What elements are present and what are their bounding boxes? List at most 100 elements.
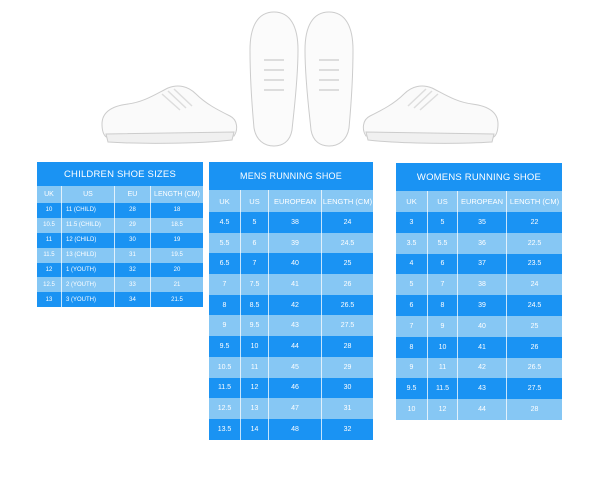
table-cell: 7 — [396, 315, 428, 337]
top-view-shoe-left — [249, 11, 299, 147]
table-cell: 5.5 — [428, 232, 458, 254]
column-header: US — [428, 191, 458, 212]
table-cell: 7 — [428, 274, 458, 296]
table-cell: 9.5 — [209, 336, 241, 357]
table-cell: 42 — [269, 294, 322, 316]
table-row: 9 11 42 26.5 — [396, 357, 562, 379]
table-row: 11.5 12 46 30 — [209, 377, 373, 399]
table-cell: 38 — [458, 274, 507, 296]
table-cell: 41 — [458, 336, 507, 358]
table-cell: 4 — [396, 253, 428, 275]
table-cell: 21.5 — [171, 296, 183, 303]
table-cell: 32 — [343, 425, 352, 433]
table-cell: 3.5 — [396, 232, 428, 254]
table-cell: 24 — [530, 281, 539, 289]
table-row: 12.5 13 47 31 — [209, 398, 373, 419]
table-cell: 14 — [241, 418, 269, 440]
table-cell: 22.5 — [527, 239, 542, 247]
table-cell: 11 (CHILD) — [62, 203, 115, 218]
table-cell: 9 — [209, 315, 241, 337]
table-row: 3 5 35 22 — [396, 212, 562, 233]
table-cell: 40 — [458, 315, 507, 337]
table-cell: 10.5 — [209, 356, 241, 378]
table-cell: 28 — [343, 342, 352, 350]
column-header: US — [62, 186, 115, 203]
table-row: 5.5 6 39 24.5 — [209, 232, 373, 254]
table-cell: 9.5 — [241, 315, 269, 337]
table-cell: 6.5 — [209, 253, 241, 275]
table-cell: 12.5 — [209, 398, 241, 419]
table-cell: 24 — [343, 218, 352, 226]
table-cell: 8 — [428, 295, 458, 316]
table-cell: 13 — [37, 292, 62, 308]
table-cell: 11.5 — [37, 247, 62, 263]
table-cell: 8 — [396, 336, 428, 358]
table-cell: 6 — [241, 232, 269, 254]
table-cell: 46 — [269, 377, 322, 399]
table-cell: 27.5 — [340, 322, 355, 330]
table-cell: 44 — [269, 336, 322, 357]
column-header: LENGTH (CM) — [509, 197, 560, 206]
table-cell: 11.5 (CHILD) — [62, 217, 115, 233]
table-cell: 47 — [269, 398, 322, 419]
column-header: EUROPEAN — [269, 190, 322, 212]
table-cell: 43 — [269, 315, 322, 337]
table-cell: 43 — [458, 378, 507, 400]
table-cell: 20 — [173, 267, 181, 273]
table-cell: 9 — [396, 357, 428, 379]
table-cell: 33 — [115, 277, 151, 293]
table-cell: 30 — [115, 232, 151, 248]
table-cell: 19.5 — [171, 252, 183, 259]
table-cell: 10 — [241, 336, 269, 357]
table-cell: 22 — [530, 218, 539, 226]
table-cell: 42 — [458, 357, 507, 379]
table-cell: 19 — [173, 237, 181, 244]
table-cell: 29 — [343, 363, 352, 371]
table-row: 10.5 11 45 29 — [209, 356, 373, 378]
side-view-shoe-right — [362, 85, 499, 144]
table-cell: 31 — [343, 405, 352, 413]
table-cell: 11.5 — [428, 378, 458, 400]
column-header: UK — [209, 190, 241, 212]
table-cell: 34 — [115, 292, 151, 308]
table-row: 13 3 (YOUTH) 34 21.5 — [37, 292, 203, 308]
table-row: 6.5 7 40 25 — [209, 253, 373, 275]
table-cell: 28 — [115, 203, 151, 218]
column-header: LENGTH (CM) — [322, 196, 373, 206]
table-cell: 3 (YOUTH) — [62, 292, 115, 308]
column-header: UK — [37, 186, 62, 203]
table-row: 13.5 14 48 32 — [209, 418, 373, 440]
table-cell: 35 — [458, 212, 507, 233]
table-cell: 24.5 — [340, 239, 355, 247]
table-cell: 28 — [530, 406, 539, 414]
table-row: 8 10 41 26 — [396, 336, 562, 358]
table-title: WOMENS RUNNING SHOE — [396, 163, 562, 191]
table-cell: 12 (CHILD) — [62, 232, 115, 248]
table-cell: 13 — [241, 398, 269, 419]
table-row: 3.5 5.5 36 22.5 — [396, 232, 562, 254]
table-cell: 26.5 — [527, 364, 542, 372]
table-row: 6 8 39 24.5 — [396, 295, 562, 316]
table-cell: 48 — [269, 418, 322, 440]
table-cell: 10.5 — [37, 217, 62, 233]
table-cell: 18.5 — [171, 222, 183, 229]
table-cell: 26.5 — [340, 301, 355, 309]
header-row: UK US EU LENGTH (CM) — [37, 186, 203, 203]
header-row: UK US EUROPEAN LENGTH (CM) — [209, 190, 373, 212]
womens-size-table: WOMENS RUNNING SHOE UK US EUROPEAN LENGTH (C… — [396, 163, 562, 420]
table-cell: 7 — [241, 253, 269, 275]
table-cell: 7.5 — [241, 274, 269, 295]
table-cell: 36 — [458, 232, 507, 254]
table-cell: 44 — [458, 399, 507, 420]
table-cell: 40 — [269, 253, 322, 275]
header-row: UK US EUROPEAN LENGTH (CM) — [396, 191, 562, 212]
table-cell: 26 — [343, 280, 352, 288]
top-view-shoe-right — [304, 11, 354, 147]
table-cell: 13.5 — [209, 418, 241, 440]
table-cell: 7 — [209, 274, 241, 295]
table-title: CHILDREN SHOE SIZES — [37, 162, 203, 186]
table-cell: 23.5 — [527, 260, 542, 268]
table-row: 12.5 2 (YOUTH) 33 21 — [37, 277, 203, 293]
table-cell: 37 — [458, 253, 507, 275]
table-cell: 8.5 — [241, 294, 269, 316]
